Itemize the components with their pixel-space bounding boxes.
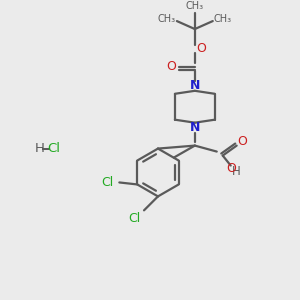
Text: O: O	[238, 135, 248, 148]
Text: Cl: Cl	[128, 212, 140, 225]
Text: H: H	[232, 165, 241, 178]
Text: H: H	[34, 142, 44, 155]
Text: O: O	[196, 43, 206, 56]
Text: CH₃: CH₃	[186, 1, 204, 11]
Text: CH₃: CH₃	[214, 14, 232, 24]
Text: Cl: Cl	[101, 176, 113, 189]
Text: N: N	[190, 121, 200, 134]
Text: Cl: Cl	[47, 142, 60, 155]
Text: CH₃: CH₃	[158, 14, 176, 24]
Text: O: O	[226, 162, 236, 175]
Text: N: N	[190, 79, 200, 92]
Text: O: O	[166, 60, 176, 74]
